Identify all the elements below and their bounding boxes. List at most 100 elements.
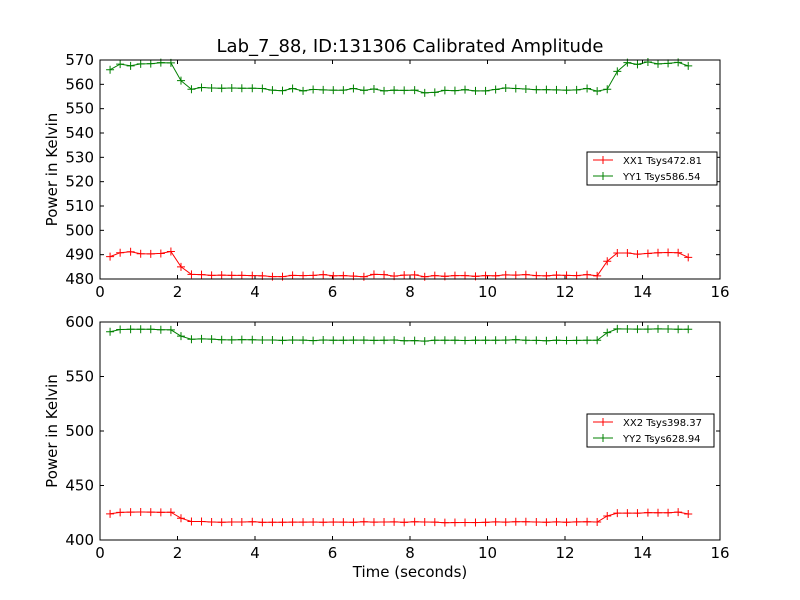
- data-point: [583, 84, 592, 93]
- data-point: [380, 270, 389, 279]
- data-point: [481, 336, 490, 345]
- data-point: [217, 518, 226, 527]
- data-point: [176, 262, 185, 271]
- data-point: [248, 517, 257, 526]
- data-point: [603, 85, 612, 94]
- data-point: [309, 271, 318, 280]
- data-point: [288, 84, 297, 93]
- data-point: [583, 270, 592, 279]
- series-2: [106, 324, 693, 346]
- data-point: [532, 336, 541, 345]
- axes-frame: [99, 321, 721, 541]
- data-point: [501, 336, 510, 345]
- data-point: [521, 84, 530, 93]
- data-point: [166, 247, 175, 256]
- data-point: [613, 509, 622, 518]
- data-point: [603, 257, 612, 266]
- data-point: [309, 518, 318, 527]
- data-point: [258, 518, 267, 527]
- data-point: [237, 84, 246, 93]
- x-axis-title: Time (seconds): [352, 563, 468, 581]
- x-tick-label: 2: [173, 544, 183, 562]
- y-tick-label: 600: [65, 313, 94, 331]
- legend-box: [586, 413, 715, 448]
- y-axis-title: Power in Kelvin: [43, 374, 61, 488]
- data-point: [633, 325, 642, 334]
- data-point: [613, 248, 622, 257]
- legend: XX2 Tsys398.37 YY2 Tsys628.94: [586, 413, 715, 448]
- data-point: [654, 248, 662, 257]
- data-point: [593, 336, 602, 345]
- data-point: [106, 327, 115, 336]
- data-point: [248, 335, 257, 344]
- data-point: [674, 248, 683, 257]
- data-point: [643, 325, 652, 334]
- data-point: [450, 271, 459, 280]
- x-tick-label: 16: [710, 544, 729, 562]
- data-point: [521, 336, 530, 345]
- data-point: [136, 249, 145, 258]
- data-point: [572, 85, 581, 94]
- data-point: [613, 324, 622, 333]
- data-point: [197, 334, 206, 343]
- data-point: [390, 517, 399, 526]
- data-point: [400, 271, 409, 280]
- data-point: [643, 508, 652, 517]
- x-tick-label: 4: [250, 544, 260, 562]
- data-point: [542, 85, 551, 94]
- data-point: [126, 247, 135, 256]
- data-point: [339, 336, 348, 345]
- data-point: [562, 86, 571, 95]
- data-point: [623, 509, 632, 518]
- data-point: [369, 518, 378, 527]
- data-point: [643, 249, 652, 258]
- data-point: [410, 86, 419, 95]
- x-tick-label: 14: [633, 544, 652, 562]
- data-point: [227, 335, 236, 344]
- data-point: [684, 61, 693, 70]
- data-point: [268, 335, 277, 344]
- data-point: [380, 86, 389, 95]
- data-point: [309, 336, 318, 345]
- data-point: [420, 518, 429, 527]
- data-point: [511, 517, 520, 526]
- data-point: [552, 336, 561, 345]
- data-point: [633, 250, 642, 259]
- data-point: [491, 85, 500, 94]
- y-tick-label: 400: [65, 531, 94, 549]
- data-point: [319, 85, 328, 94]
- data-point: [349, 518, 358, 527]
- data-point: [664, 324, 673, 333]
- y-tick-label: 500: [65, 422, 94, 440]
- data-point: [664, 508, 673, 517]
- series-1: [106, 247, 693, 281]
- data-point: [461, 518, 470, 527]
- y-tick-label: 450: [65, 477, 94, 495]
- x-tick-label: 16: [710, 283, 729, 301]
- data-point: [440, 518, 449, 527]
- data-point: [268, 518, 277, 527]
- y-tick-label: 550: [65, 100, 94, 118]
- data-point: [258, 335, 267, 344]
- series-line: [110, 511, 689, 524]
- data-point: [369, 336, 378, 345]
- y-tick-label: 480: [65, 270, 94, 288]
- data-point: [562, 271, 571, 280]
- legend: XX1 Tsys472.81 YY1 Tsys586.54: [586, 151, 718, 186]
- data-point: [268, 86, 277, 95]
- data-point: [237, 335, 246, 344]
- series-1: [106, 507, 693, 527]
- data-point: [187, 517, 196, 526]
- data-point: [207, 335, 216, 344]
- data-point: [187, 85, 196, 94]
- data-point: [390, 335, 399, 344]
- data-point: [532, 271, 541, 280]
- y-tick-label: 540: [65, 124, 94, 142]
- data-point: [299, 518, 308, 527]
- data-point: [359, 86, 368, 95]
- legend-marker: [599, 156, 607, 164]
- data-point: [288, 335, 297, 344]
- data-point: [166, 508, 175, 517]
- data-point: [572, 517, 581, 526]
- data-point: [400, 336, 409, 345]
